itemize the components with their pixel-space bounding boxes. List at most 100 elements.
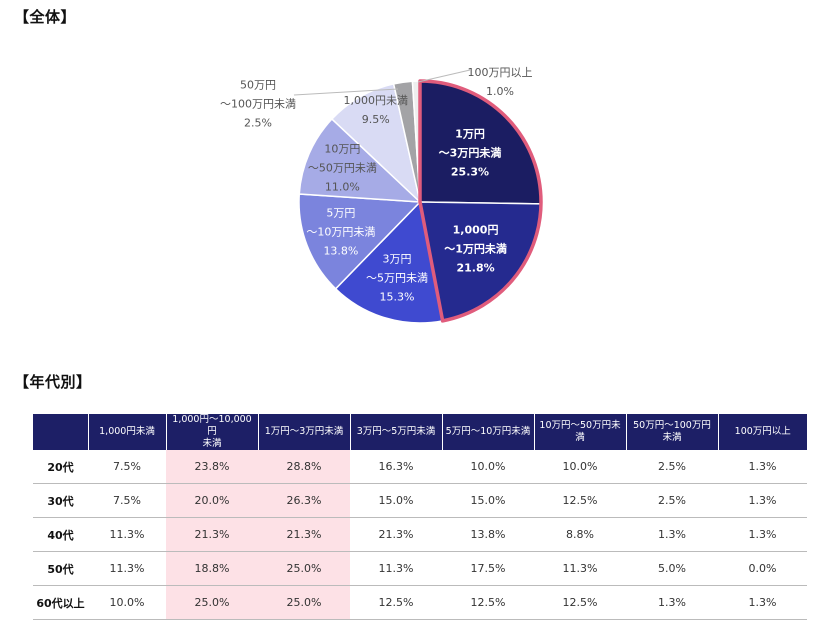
table-body: 20代 7.5% 23.8% 28.8% 16.3% 10.0% 10.0% 2.5% 1.3%… <box>33 450 807 620</box>
pie-label-line: 11.0% <box>324 180 360 194</box>
pie-label-line: 〜10万円未満 <box>306 225 376 239</box>
table-cell: 12.5% <box>534 483 626 518</box>
pie-label-line: 25.3% <box>450 165 490 179</box>
table-cell: 25.0% <box>258 551 350 586</box>
pie-highlight-outline <box>418 79 543 323</box>
pie-chart-svg <box>293 69 543 324</box>
table-cell: 8.8% <box>534 517 626 552</box>
pie-label-line: 13.8% <box>323 244 359 258</box>
column-header-6: 10万円〜50万円未満 <box>534 414 627 450</box>
column-header-1: 1,000円未満 <box>88 414 167 450</box>
table-cell: 1.3% <box>718 585 807 620</box>
pie-label-1: 1,000円 〜1万円未満 21.8% <box>444 220 507 277</box>
pie-label-5: 1,000円未満 9.5% <box>343 91 408 129</box>
pie-label-0: 1万円〜3万円未満 25.3% <box>439 124 502 181</box>
table-header-row: 1,000円未満 1,000円〜10,000円 未満 1万円〜3万円未満 3万円〜5万… <box>33 414 807 450</box>
table-cell: 25.0% <box>258 585 350 620</box>
pie-label-line: 50万円 <box>240 78 276 92</box>
table-row: 60代以上 10.0% 25.0% 25.0% 12.5% 12.5% 12.5% 1.3% 1… <box>33 585 807 620</box>
table-cell: 12.5% <box>350 585 442 620</box>
pie-label-line: 9.5% <box>361 113 390 127</box>
pie-label-line: 5万円 <box>326 206 356 220</box>
pie-label-line: 〜50万円未満 <box>307 161 377 175</box>
table-cell: 2.5% <box>626 450 718 484</box>
pie-leader-line-6 <box>293 88 399 96</box>
pie-label-line: 〜1万円未満 <box>444 242 507 256</box>
pie-slice-4 <box>298 117 423 203</box>
pie-label-line: 1,000円未満 <box>343 94 408 108</box>
pie-leader-line-7 <box>417 69 471 83</box>
table-cell: 1.3% <box>718 483 807 518</box>
overall-heading: 【全体】 <box>14 8 77 26</box>
pie-label-line: 2.5% <box>244 116 272 130</box>
table-row: 50代 11.3% 18.8% 25.0% 11.3% 17.5% 11.3% 5.0% 0.0… <box>33 551 807 586</box>
pie-label-line: 3万円 <box>382 252 412 266</box>
table-cell: 10.0% <box>442 450 534 484</box>
row-label: 20代 <box>33 450 88 484</box>
table-cell: 1.3% <box>626 517 718 552</box>
table-cell: 1.3% <box>718 450 807 484</box>
table-cell: 12.5% <box>442 585 534 620</box>
table-cell: 13.8% <box>442 517 534 552</box>
pie-label-6: 50万円〜100万円未満 2.5% <box>220 76 296 133</box>
table-cell: 1.3% <box>626 585 718 620</box>
age-heading: 【年代別】 <box>14 373 92 391</box>
table-row: 20代 7.5% 23.8% 28.8% 16.3% 10.0% 10.0% 2.5% 1.3% <box>33 450 807 484</box>
pie-label-line: 100万円以上 <box>467 66 533 79</box>
table-cell: 11.3% <box>88 517 166 552</box>
pie-label-line: 〜100万円未満 <box>220 97 296 111</box>
table-cell: 7.5% <box>88 483 166 518</box>
table-cell: 12.5% <box>534 585 626 620</box>
table-cell: 11.3% <box>534 551 626 586</box>
pie-label-line: 1.0% <box>486 85 514 98</box>
row-label: 40代 <box>33 517 88 552</box>
table-cell: 5.0% <box>626 551 718 586</box>
column-header-2: 1,000円〜10,000円 未満 <box>166 414 259 450</box>
column-header-8: 100万円以上 <box>718 414 807 450</box>
column-header-4: 3万円〜5万円未満 <box>350 414 443 450</box>
pie-label-7: 100万円以上 1.0% <box>468 63 533 101</box>
table-row: 30代 7.5% 20.0% 26.3% 15.0% 15.0% 12.5% 2.5% 1.3% <box>33 483 807 518</box>
table-cell: 25.0% <box>166 585 258 620</box>
table-cell: 11.3% <box>88 551 166 586</box>
row-label: 50代 <box>33 551 88 586</box>
table-cell: 16.3% <box>350 450 442 484</box>
table-cell: 1.3% <box>718 517 807 552</box>
table-cell: 2.5% <box>626 483 718 518</box>
table-cell: 10.0% <box>88 585 166 620</box>
pie-slice-2 <box>334 200 444 324</box>
column-header-0 <box>33 414 89 450</box>
table-cell: 21.3% <box>350 517 442 552</box>
row-label: 30代 <box>33 483 88 518</box>
table-cell: 18.8% <box>166 551 258 586</box>
table-cell: 26.3% <box>258 483 350 518</box>
pie-label-line: 1万円 <box>455 127 485 141</box>
pie-label-line: 21.8% <box>456 261 495 275</box>
age-table: 1,000円未満 1,000円〜10,000円 未満 1万円〜3万円未満 3万円〜5万… <box>33 414 807 620</box>
table-cell: 7.5% <box>88 450 166 484</box>
row-label: 60代以上 <box>33 585 88 620</box>
column-header-7: 50万円〜100万円 未満 <box>626 414 719 450</box>
column-header-5: 5万円〜10万円未満 <box>442 414 535 450</box>
pie-label-3: 5万円〜10万円未満 13.8% <box>306 204 375 261</box>
table-cell: 20.0% <box>166 483 258 518</box>
pie-slice-3 <box>298 193 422 290</box>
table-cell: 28.8% <box>258 450 350 484</box>
table-row: 40代 11.3% 21.3% 21.3% 21.3% 13.8% 8.8% 1.3% 1.3% <box>33 517 807 552</box>
pie-label-line: 15.3% <box>379 290 415 304</box>
table-cell: 15.0% <box>350 483 442 518</box>
pie-label-line: 〜5万円未満 <box>366 271 429 285</box>
table-cell: 10.0% <box>534 450 626 484</box>
pie-label-line: 10万円 <box>324 142 361 156</box>
table-cell: 0.0% <box>718 551 807 586</box>
table-cell: 21.3% <box>166 517 258 552</box>
table-cell: 21.3% <box>258 517 350 552</box>
pie-label-line: 〜3万円未満 <box>438 146 502 160</box>
pie-label-4: 10万円〜50万円未満 11.0% <box>308 140 377 197</box>
table-cell: 17.5% <box>442 551 534 586</box>
pie-label-line: 1,000円 <box>452 223 499 237</box>
pie-chart: 1万円〜3万円未満 25.3% 1,000円 〜1万円未満 21.8% 3万円〜5万円未満… <box>220 63 543 324</box>
column-header-3: 1万円〜3万円未満 <box>258 414 351 450</box>
table-cell: 15.0% <box>442 483 534 518</box>
table-cell: 23.8% <box>166 450 258 484</box>
